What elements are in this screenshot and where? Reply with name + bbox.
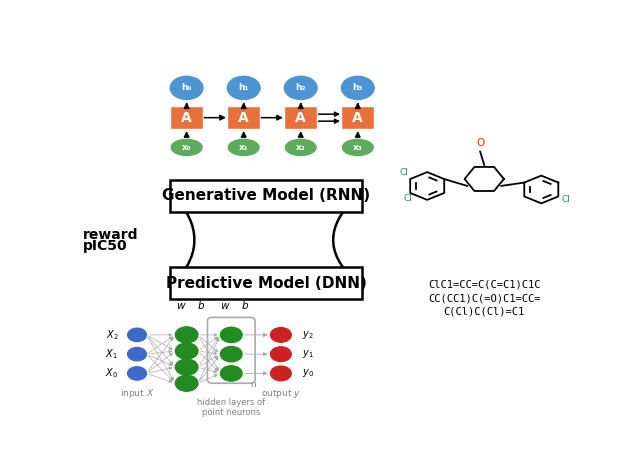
Circle shape bbox=[127, 367, 147, 380]
Ellipse shape bbox=[172, 139, 202, 156]
Text: h₁: h₁ bbox=[239, 83, 249, 92]
Circle shape bbox=[341, 76, 374, 100]
Text: pIC50: pIC50 bbox=[83, 238, 127, 253]
Text: O: O bbox=[476, 138, 484, 148]
Text: A: A bbox=[181, 111, 192, 125]
Text: $y_2$: $y_2$ bbox=[301, 329, 313, 341]
Text: Cl: Cl bbox=[399, 168, 408, 177]
Text: x₁: x₁ bbox=[239, 143, 248, 152]
Circle shape bbox=[127, 328, 147, 342]
Circle shape bbox=[170, 76, 203, 100]
Circle shape bbox=[220, 327, 242, 343]
Text: A: A bbox=[295, 111, 306, 125]
Text: $y_1$: $y_1$ bbox=[301, 348, 313, 360]
Circle shape bbox=[175, 327, 198, 343]
Text: input $X$: input $X$ bbox=[120, 387, 154, 400]
FancyBboxPatch shape bbox=[170, 180, 362, 212]
Text: $y_0$: $y_0$ bbox=[301, 368, 314, 379]
Text: Cl: Cl bbox=[404, 194, 413, 203]
Text: b: b bbox=[197, 301, 204, 311]
FancyBboxPatch shape bbox=[341, 106, 374, 129]
Text: x₂: x₂ bbox=[296, 143, 305, 152]
Text: $X_0$: $X_0$ bbox=[105, 367, 118, 380]
Text: hidden layers of
point neurons: hidden layers of point neurons bbox=[197, 398, 266, 417]
Text: w: w bbox=[221, 301, 229, 311]
Text: n: n bbox=[250, 380, 256, 389]
Text: x₀: x₀ bbox=[182, 143, 191, 152]
Circle shape bbox=[220, 366, 242, 381]
Circle shape bbox=[175, 375, 198, 391]
Text: reward: reward bbox=[83, 228, 138, 242]
Circle shape bbox=[271, 347, 291, 361]
Circle shape bbox=[271, 328, 291, 342]
Text: x₃: x₃ bbox=[353, 143, 363, 152]
Circle shape bbox=[284, 76, 317, 100]
Circle shape bbox=[220, 347, 242, 362]
Ellipse shape bbox=[342, 139, 373, 156]
Text: A: A bbox=[353, 111, 363, 125]
Ellipse shape bbox=[285, 139, 316, 156]
Text: $X_2$: $X_2$ bbox=[106, 328, 118, 342]
Text: output $y$: output $y$ bbox=[261, 387, 301, 400]
Circle shape bbox=[127, 348, 147, 361]
Text: h₃: h₃ bbox=[353, 83, 363, 92]
FancyBboxPatch shape bbox=[170, 106, 203, 129]
Text: $X_1$: $X_1$ bbox=[106, 347, 118, 361]
Text: Predictive Model (DNN): Predictive Model (DNN) bbox=[166, 276, 367, 291]
Circle shape bbox=[175, 359, 198, 375]
Circle shape bbox=[227, 76, 260, 100]
Text: ClC1=CC=C(C=C1)C1C: ClC1=CC=C(C=C1)C1C bbox=[428, 280, 541, 290]
FancyBboxPatch shape bbox=[170, 267, 362, 299]
Text: h₂: h₂ bbox=[296, 83, 306, 92]
Circle shape bbox=[271, 366, 291, 381]
FancyBboxPatch shape bbox=[284, 106, 317, 129]
Text: A: A bbox=[238, 111, 249, 125]
Text: w: w bbox=[176, 301, 184, 311]
Text: b: b bbox=[242, 301, 248, 311]
Text: C(Cl)C(Cl)=C1: C(Cl)C(Cl)=C1 bbox=[444, 306, 525, 316]
Ellipse shape bbox=[228, 139, 259, 156]
Text: CC(CC1)C(=O)C1=CC=: CC(CC1)C(=O)C1=CC= bbox=[428, 293, 541, 303]
Text: h₀: h₀ bbox=[182, 83, 192, 92]
FancyArrowPatch shape bbox=[333, 197, 356, 279]
FancyArrowPatch shape bbox=[176, 198, 195, 279]
Text: Generative Model (RNN): Generative Model (RNN) bbox=[162, 188, 370, 203]
Circle shape bbox=[175, 343, 198, 359]
Text: Cl: Cl bbox=[561, 195, 570, 204]
FancyBboxPatch shape bbox=[227, 106, 260, 129]
